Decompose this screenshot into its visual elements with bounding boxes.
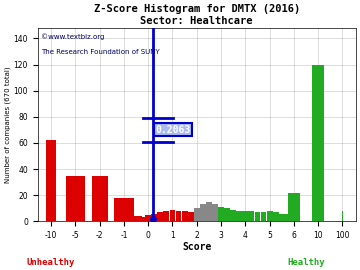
Bar (230, 210, 236, 221)
Text: 0.2063: 0.2063 (156, 125, 191, 135)
Bar (248, 211, 254, 221)
Bar (224, 208, 230, 221)
Bar (91, 176, 108, 221)
Bar (66, 176, 85, 221)
Bar (182, 211, 188, 221)
Bar (242, 211, 248, 221)
Bar (157, 212, 163, 221)
Bar (273, 212, 279, 221)
Bar (312, 65, 324, 221)
Bar (163, 211, 169, 221)
Title: Z-Score Histogram for DMTX (2016)
Sector: Healthcare: Z-Score Histogram for DMTX (2016) Sector… (94, 4, 300, 26)
Bar (145, 215, 151, 221)
Text: Healthy: Healthy (287, 258, 325, 266)
Text: Unhealthy: Unhealthy (26, 258, 75, 266)
Bar (188, 212, 194, 221)
Bar (176, 211, 181, 221)
Bar (261, 212, 266, 221)
Bar (255, 212, 260, 221)
Text: The Research Foundation of SUNY: The Research Foundation of SUNY (41, 49, 159, 55)
Bar (267, 211, 273, 221)
Y-axis label: Number of companies (670 total): Number of companies (670 total) (4, 66, 11, 183)
Bar (206, 202, 212, 221)
Bar (285, 214, 291, 221)
Bar (170, 210, 175, 221)
Bar (279, 214, 285, 221)
Bar (140, 217, 144, 221)
Bar (200, 204, 206, 221)
Bar (212, 204, 218, 221)
Text: ©www.textbiz.org: ©www.textbiz.org (41, 34, 104, 40)
Bar (46, 140, 56, 221)
Bar (130, 216, 142, 221)
Bar (114, 198, 134, 221)
Bar (342, 211, 343, 221)
X-axis label: Score: Score (182, 241, 211, 252)
Bar (218, 207, 224, 221)
Bar (194, 208, 200, 221)
Bar (288, 193, 300, 221)
Bar (236, 211, 242, 221)
Bar (151, 214, 157, 221)
